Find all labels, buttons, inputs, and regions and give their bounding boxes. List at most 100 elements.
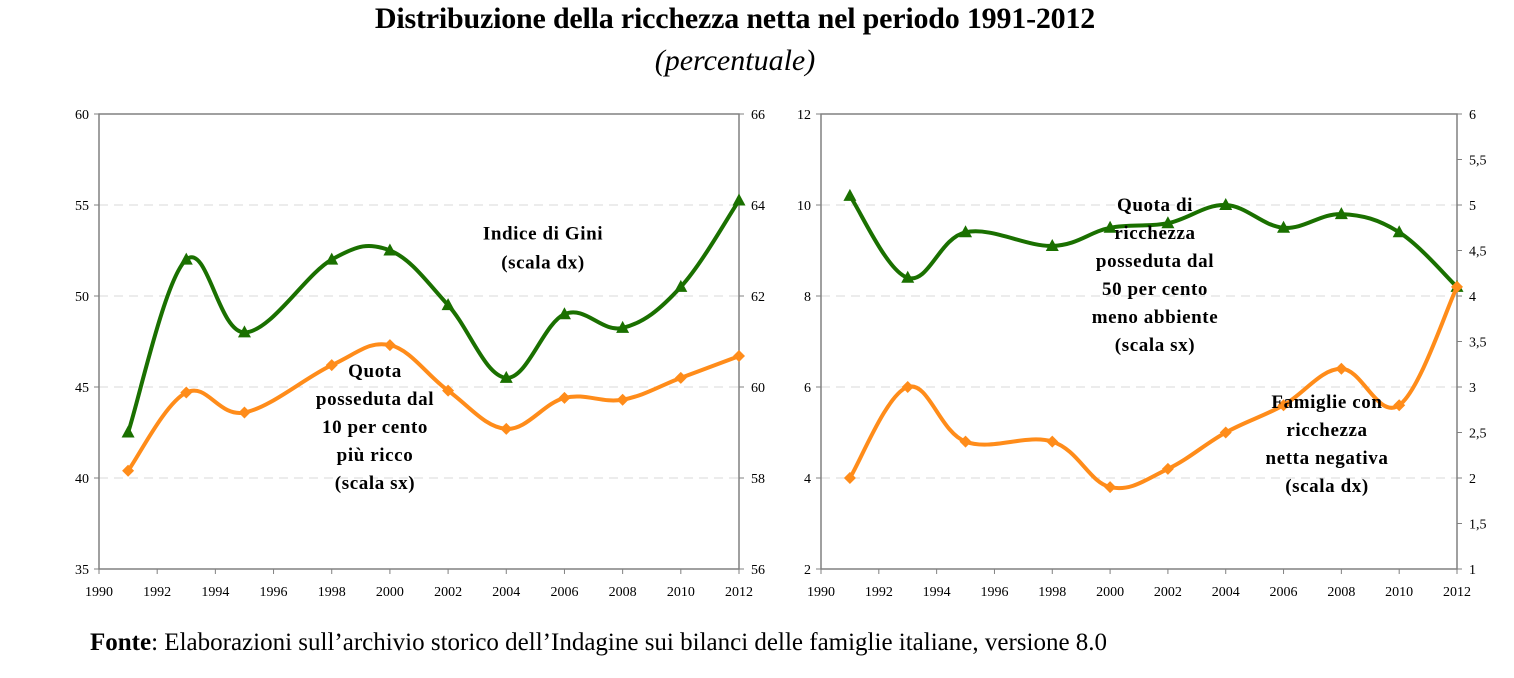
data-point-triangle [237, 325, 251, 338]
x-tick-label: 2010 [1385, 585, 1413, 600]
data-point-triangle [732, 193, 746, 206]
data-point-diamond [616, 393, 629, 406]
y-left-tick-label: 2 [804, 563, 811, 578]
data-point-triangle [1103, 220, 1117, 233]
series-annotation-line: netta negativa [1266, 448, 1389, 469]
x-tick-label: 1998 [318, 585, 346, 600]
y-left-tick-label: 12 [797, 108, 811, 123]
x-tick-label: 2012 [725, 585, 753, 600]
y-left-tick-label: 4 [804, 472, 811, 487]
y-right-tick-label: 4,5 [1469, 245, 1487, 260]
source-note: Fonte: Elaborazioni sull’archivio storic… [90, 629, 1107, 657]
plot-area-frame [98, 113, 740, 570]
x-tick-label: 2002 [1154, 585, 1182, 600]
x-tick-label: 2006 [1270, 585, 1298, 600]
series-annotation-line: Quota [348, 361, 402, 382]
series-green-right [121, 193, 746, 438]
y-right-tick-label: 5 [1469, 199, 1476, 214]
series-orange-right [843, 280, 1463, 494]
series-annotation-line: 50 per cento [1102, 279, 1208, 300]
y-right-tick-label: 66 [751, 108, 765, 123]
source-label: Fonte [90, 629, 152, 656]
data-point-triangle [616, 320, 630, 333]
data-point-triangle [383, 243, 397, 256]
data-point-triangle [121, 425, 135, 438]
data-point-triangle [441, 298, 455, 311]
data-point-diamond [1277, 399, 1290, 412]
x-tick-label: 2004 [492, 585, 520, 600]
y-right-tick-label: 56 [751, 563, 765, 578]
data-point-diamond [1104, 481, 1117, 494]
x-tick-label: 2002 [434, 585, 462, 600]
x-tick-label: 1990 [807, 585, 835, 600]
data-point-diamond [674, 371, 687, 384]
y-right-tick-label: 2 [1469, 472, 1476, 487]
y-left-tick-label: 60 [75, 108, 89, 123]
series-annotation-line: ricchezza [1286, 420, 1367, 441]
series-annotation-line: posseduta dal [316, 389, 434, 410]
data-point-triangle [1219, 198, 1233, 210]
x-tick-label: 2000 [376, 585, 404, 600]
data-point-diamond [383, 339, 396, 352]
x-tick-label: 2008 [1327, 585, 1355, 600]
data-point-diamond [959, 435, 972, 448]
y-left-tick-label: 10 [797, 199, 811, 214]
data-point-triangle [179, 252, 193, 265]
data-point-triangle [1277, 220, 1291, 233]
data-point-diamond [500, 422, 513, 435]
data-point-triangle [1161, 216, 1175, 229]
series-annotation-line: Famiglie con [1271, 392, 1382, 413]
data-point-triangle [325, 252, 339, 265]
data-point-diamond [442, 384, 455, 397]
gridlines [821, 204, 1457, 479]
y-right-tick-label: 58 [751, 472, 765, 487]
chart-subtitle: (percentuale) [654, 44, 816, 77]
x-tick-label: 2000 [1096, 585, 1124, 600]
series-line [847, 193, 1459, 289]
series-annotation-line: posseduta dal [1096, 251, 1214, 272]
x-tick-label: 2012 [1443, 585, 1471, 600]
source-text: : Elaborazioni sull’archivio storico del… [151, 629, 1108, 656]
x-tick-label: 1998 [1038, 585, 1066, 600]
data-point-diamond [901, 381, 914, 393]
x-tick-label: 2006 [550, 585, 578, 600]
data-point-triangle [674, 279, 688, 292]
series-annotation-line: meno abbiente [1092, 307, 1219, 328]
x-tick-label: 1996 [260, 585, 288, 600]
y-left-tick-label: 55 [75, 199, 89, 214]
series-annotation-line: più ricco [337, 445, 414, 466]
x-tick-label: 2010 [667, 585, 695, 600]
y-right-tick-label: 6 [1469, 108, 1476, 123]
data-point-diamond [1219, 426, 1232, 439]
data-point-triangle [1392, 225, 1406, 238]
y-left-tick-label: 8 [804, 290, 811, 305]
data-point-diamond [1046, 435, 1059, 448]
y-left-tick-label: 6 [804, 381, 811, 396]
series-annotation-line: ricchezza [1114, 223, 1195, 244]
y-right-tick-label: 4 [1469, 290, 1476, 305]
data-point-triangle [1045, 238, 1059, 251]
x-tick-label: 1992 [865, 585, 893, 600]
y-right-tick-label: 60 [751, 381, 765, 396]
x-tick-label: 1992 [143, 585, 171, 600]
x-tick-label: 1994 [201, 585, 229, 600]
data-point-diamond [733, 350, 745, 363]
data-point-diamond [1393, 399, 1406, 412]
data-point-diamond [180, 386, 193, 399]
series-annotation-line: 10 per cento [322, 417, 428, 438]
series-annotation-line: Quota di [1117, 195, 1193, 216]
data-point-diamond [843, 472, 856, 484]
data-point-triangle [843, 188, 857, 201]
y-right-tick-label: 1 [1469, 563, 1476, 578]
data-point-diamond [325, 359, 338, 372]
y-left-tick-label: 45 [75, 381, 89, 396]
x-tick-label: 1996 [980, 585, 1008, 600]
data-point-diamond [122, 464, 135, 477]
x-tick-label: 2004 [1212, 585, 1240, 600]
y-left-tick-label: 50 [75, 290, 89, 305]
series-annotation-line: (scala dx) [501, 253, 585, 274]
data-point-diamond [558, 391, 571, 404]
y-right-tick-label: 3,5 [1469, 336, 1487, 351]
y-left-tick-label: 40 [75, 472, 89, 487]
